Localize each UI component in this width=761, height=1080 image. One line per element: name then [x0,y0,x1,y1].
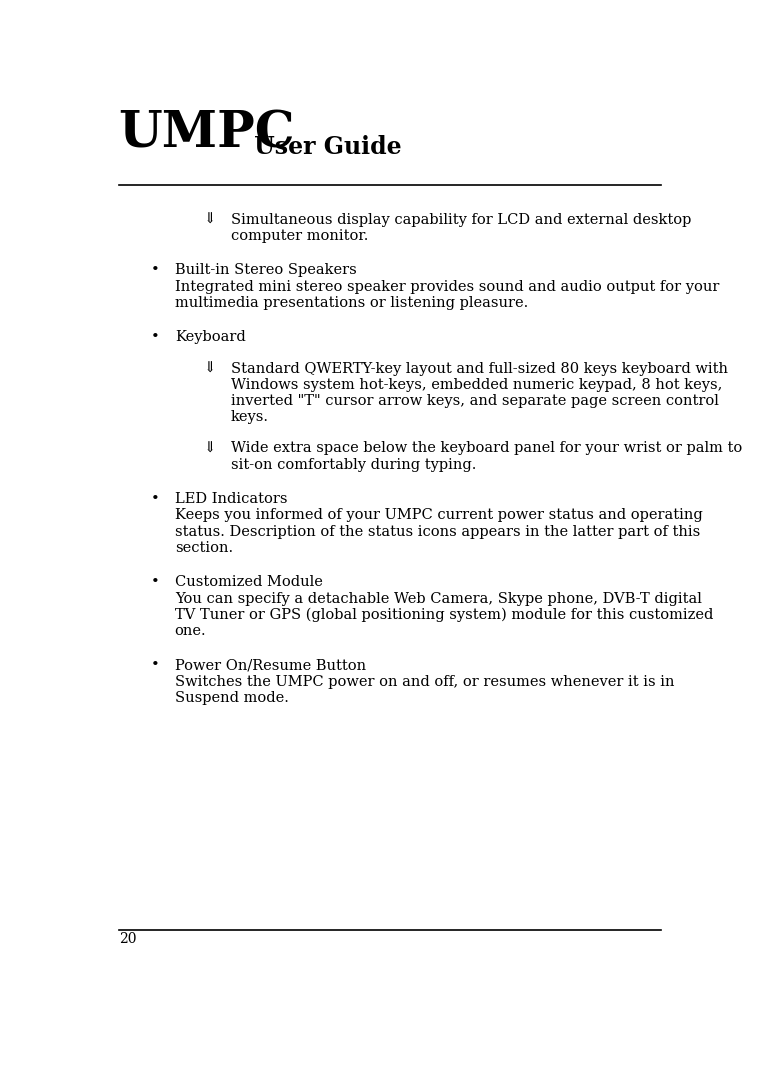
Text: keys.: keys. [231,410,269,424]
Text: You can specify a detachable Web Camera, Skype phone, DVB-T digital: You can specify a detachable Web Camera,… [175,592,702,606]
Text: Standard QWERTY-key layout and full-sized 80 keys keyboard with: Standard QWERTY-key layout and full-size… [231,362,728,376]
Text: sit-on comfortably during typing.: sit-on comfortably during typing. [231,458,476,472]
Text: Integrated mini stereo speaker provides sound and audio output for your: Integrated mini stereo speaker provides … [175,280,719,294]
Text: ⇓: ⇓ [204,362,216,376]
Text: ⇓: ⇓ [204,442,216,456]
Text: •: • [151,659,160,673]
Text: one.: one. [175,624,206,638]
Text: User Guide: User Guide [246,135,401,159]
Text: •: • [151,492,160,507]
Text: Wide extra space below the keyboard panel for your wrist or palm to: Wide extra space below the keyboard pane… [231,442,742,456]
Text: Windows system hot-keys, embedded numeric keypad, 8 hot keys,: Windows system hot-keys, embedded numeri… [231,378,722,392]
Text: section.: section. [175,541,233,555]
Text: •: • [151,330,160,345]
Text: inverted "T" cursor arrow keys, and separate page screen control: inverted "T" cursor arrow keys, and sepa… [231,394,718,408]
Text: •: • [151,264,160,278]
Text: ⇓: ⇓ [204,213,216,227]
Text: TV Tuner or GPS (global positioning system) module for this customized: TV Tuner or GPS (global positioning syst… [175,608,713,622]
Text: status. Description of the status icons appears in the latter part of this: status. Description of the status icons … [175,525,700,539]
Text: Built-in Stereo Speakers: Built-in Stereo Speakers [175,264,356,278]
Text: 20: 20 [119,932,136,946]
Text: Keeps you informed of your UMPC current power status and operating: Keeps you informed of your UMPC current … [175,509,702,523]
Text: Power On/Resume Button: Power On/Resume Button [175,659,366,673]
Text: Suspend mode.: Suspend mode. [175,691,288,705]
Text: Keyboard: Keyboard [175,330,246,345]
Text: Switches the UMPC power on and off, or resumes whenever it is in: Switches the UMPC power on and off, or r… [175,675,674,689]
Text: Simultaneous display capability for LCD and external desktop: Simultaneous display capability for LCD … [231,213,691,227]
Text: UMPC: UMPC [119,110,295,159]
Text: LED Indicators: LED Indicators [175,492,287,507]
Text: •: • [151,576,160,590]
Text: Customized Module: Customized Module [175,576,323,590]
Text: multimedia presentations or listening pleasure.: multimedia presentations or listening pl… [175,296,528,310]
Text: computer monitor.: computer monitor. [231,229,368,243]
